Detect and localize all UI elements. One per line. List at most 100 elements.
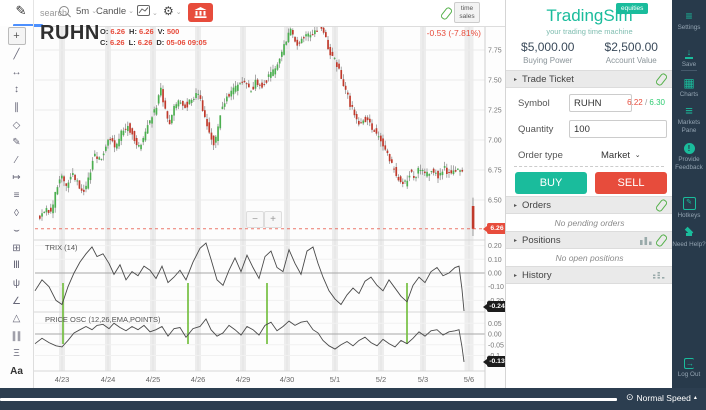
svg-text:7.50: 7.50 [488, 78, 502, 85]
replay-progress-bar[interactable] [0, 398, 617, 401]
fib-fan-tool[interactable]: △ [12, 313, 21, 325]
candlestick-icon: ▦ [683, 76, 695, 90]
exclamation-icon: ! [683, 143, 695, 154]
session-bands [59, 26, 474, 371]
price-chart[interactable]: 7.75 7.50 7.25 7.00 6.75 6.50 0.20 0.10 0.00 -0.1… [33, 26, 505, 388]
svg-text:4/25: 4/25 [146, 375, 161, 384]
history-header[interactable]: ▸ History [506, 266, 673, 284]
bank-icon [194, 7, 207, 18]
equities-badge: equities [616, 3, 649, 14]
trade-ticket-header[interactable]: ▸ Trade Ticket [506, 70, 673, 88]
horizontal-line-tool[interactable]: ↔ [11, 66, 22, 78]
svg-text:5/3: 5/3 [418, 375, 428, 384]
rail-item-charts[interactable]: ▦ Charts [672, 77, 706, 99]
section-marker-icon: ▸ [514, 202, 518, 209]
svg-text:-0.05: -0.05 [488, 342, 504, 349]
search-input[interactable] [38, 4, 78, 22]
rail-item-label: Log Out [677, 371, 701, 378]
eraser-tool[interactable]: ◊ [14, 207, 19, 219]
section-marker-icon: ▸ [514, 272, 518, 279]
symbol-field[interactable] [569, 94, 632, 112]
rail-item-hotkeys[interactable]: ✎ Hotkeys [672, 194, 706, 220]
rail-item-save[interactable]: ↓ Save [672, 45, 706, 69]
brand-tagline: your trading time machine [546, 27, 633, 36]
svg-text:0.00: 0.00 [488, 332, 502, 339]
paperclip-icon[interactable] [654, 71, 669, 87]
chevron-down-icon: ⌄ [152, 10, 158, 17]
chart-type-dropdown[interactable]: Candle ⌄ [96, 6, 134, 17]
trendline-tool[interactable]: ╱ [13, 49, 20, 61]
pitchfork-tool[interactable]: ψ [12, 278, 21, 290]
sell-button[interactable]: SELL [595, 172, 667, 194]
rail-item-label: Provide Feedback [675, 156, 703, 171]
osc-panel-label: PRICE OSC (12,26,EMA,POINTS) [45, 315, 161, 324]
exchange-button[interactable] [188, 3, 213, 22]
paperclip-icon[interactable] [654, 232, 669, 248]
svg-text:5/2: 5/2 [376, 375, 386, 384]
studies-dropdown[interactable]: ⌄ [137, 5, 158, 19]
gear-icon: ⚙ [163, 4, 174, 18]
pencil-icon: ✎ [15, 3, 27, 18]
grid-tool[interactable]: ∥∥ [11, 330, 22, 342]
text-tool[interactable]: Aa [10, 365, 23, 377]
edit-icon: ✎ [682, 197, 696, 210]
gann-box-tool[interactable]: ⊞ [12, 242, 21, 254]
svg-text:4/24: 4/24 [101, 375, 116, 384]
menu-icon: ≡ [685, 9, 693, 23]
interval-dropdown[interactable]: 5m ⌄ [76, 6, 98, 17]
rail-item-provide-feedback[interactable]: ! Provide Feedback [672, 141, 706, 172]
ray-tool[interactable]: ⁄ [15, 154, 18, 166]
zoom-in-button[interactable]: + [264, 211, 282, 228]
ohlc-row: O: 6.26 H: 6.26 V: 500 [100, 27, 180, 36]
brush-tool[interactable]: ✎ [12, 137, 21, 149]
osc-line [34, 318, 465, 363]
zoom-out-button[interactable]: − [246, 211, 264, 228]
rail-item-label: Need Help? [672, 241, 706, 248]
rail-item-log-out[interactable]: → Log Out [672, 356, 706, 379]
rail-item-markets-pane[interactable]: ≡ Markets Pane [672, 104, 706, 135]
draw-tools-tab[interactable]: ✎ [8, 3, 43, 27]
top-toolbar: ✎ 5m⌄ Candle⌄ ⌄ ⚙⌄ time sales [0, 0, 505, 27]
rail-item-settings[interactable]: ≡ Settings [672, 10, 706, 32]
ohlc-readout: O: 6.26 H: 6.26 V: 500 C: 6.26 L: 6.26 D: 05-… [100, 26, 211, 48]
order-type-select[interactable]: Market ⌄ [601, 150, 641, 161]
paperclip-icon[interactable] [439, 6, 454, 21]
gann-grid-tool[interactable]: Ξ [13, 348, 20, 360]
arc-tool[interactable]: ⌣ [13, 225, 20, 237]
search-icon[interactable] [59, 6, 69, 16]
history-chart-icon[interactable] [653, 270, 665, 280]
clock-icon: ⊙ [626, 392, 634, 402]
candles [39, 26, 475, 236]
section-marker-icon: ▸ [514, 237, 518, 244]
line-chart-icon [137, 5, 150, 16]
logout-icon: → [684, 358, 694, 369]
parallel-channel-tool[interactable]: ∥ [14, 102, 19, 114]
change-readout: -0.53 (-7.81%) [426, 28, 481, 38]
polygon-tool[interactable]: ◇ [12, 119, 21, 131]
svg-text:0.05: 0.05 [488, 321, 502, 328]
horizontal-ray-tool[interactable]: ↦ [12, 172, 21, 184]
crosshair-tool[interactable]: + [0, 26, 33, 46]
vertical-line-tool[interactable]: ↕ [14, 84, 19, 96]
bar-chart-icon[interactable] [640, 235, 652, 245]
orders-empty-message: No pending orders [554, 218, 625, 228]
svg-text:7.25: 7.25 [488, 108, 502, 115]
svg-text:4/23: 4/23 [55, 375, 70, 384]
svg-text:4/26: 4/26 [191, 375, 206, 384]
settings-dropdown[interactable]: ⚙ ⌄ [163, 4, 182, 18]
buy-button[interactable]: BUY [515, 172, 587, 194]
svg-text:0.20: 0.20 [488, 243, 502, 250]
speed-control[interactable]: ⊙ Normal Speed ▴ [626, 392, 697, 403]
svg-text:6.50: 6.50 [488, 198, 502, 205]
positions-header[interactable]: ▸ Positions [506, 231, 673, 249]
vertical-lines-tool[interactable]: Ⅲ [13, 260, 20, 272]
quantity-field[interactable] [569, 120, 667, 138]
paperclip-icon[interactable] [654, 197, 669, 213]
rail-item-label: Charts [679, 91, 699, 98]
rail-item-need-help[interactable]: Need Help? [672, 226, 706, 249]
parallel-lines-tool[interactable]: ≡ [13, 190, 20, 202]
fib-retracement-tool[interactable]: ∠ [12, 295, 21, 307]
orders-header[interactable]: ▸ Orders [506, 196, 673, 214]
svg-text:5/1: 5/1 [330, 375, 340, 384]
time-sales-button[interactable]: time sales [454, 2, 480, 23]
